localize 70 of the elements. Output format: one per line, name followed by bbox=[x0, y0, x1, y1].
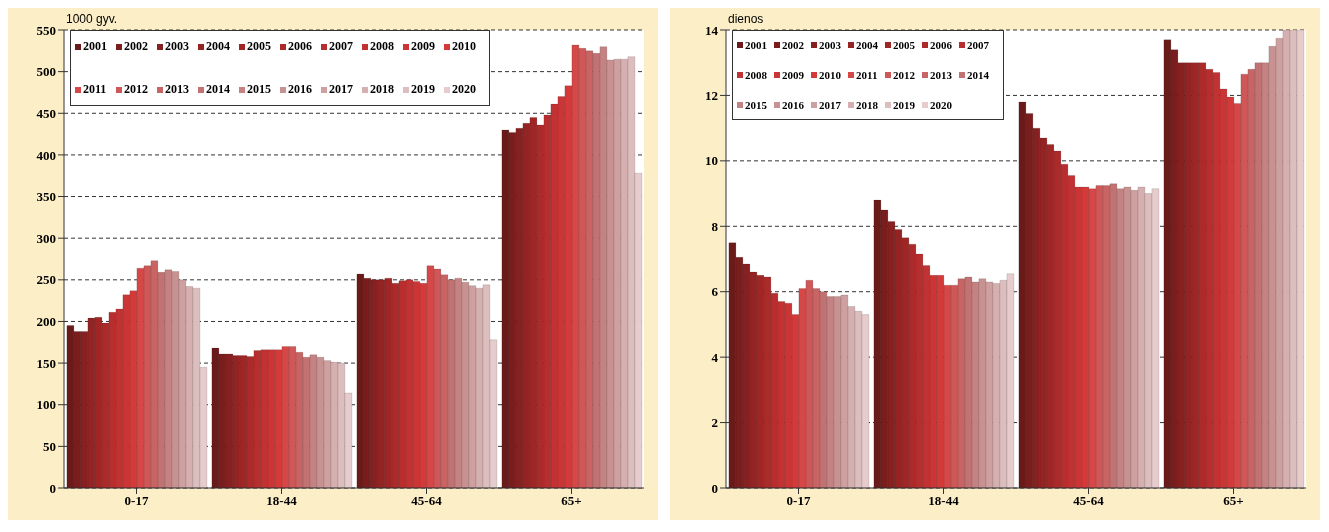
legend-label: 2020 bbox=[452, 82, 476, 97]
legend-label: 2008 bbox=[370, 39, 394, 54]
y-tick-label: 12 bbox=[705, 88, 718, 104]
legend-label: 2002 bbox=[124, 39, 148, 54]
legend-label: 2013 bbox=[930, 69, 952, 81]
x-tick-label: 18-44 bbox=[266, 493, 298, 509]
legend-label: 2003 bbox=[165, 39, 189, 54]
legend-label: 2011 bbox=[856, 69, 878, 81]
y-tick-label: 10 bbox=[705, 153, 718, 169]
x-tick-label: 0-17 bbox=[786, 493, 811, 509]
legend-label: 2011 bbox=[83, 82, 107, 97]
y-tick-label: 350 bbox=[36, 189, 56, 205]
legend-label: 2012 bbox=[124, 82, 148, 97]
x-tick-label: 65+ bbox=[1223, 493, 1244, 509]
legend-label: 2006 bbox=[288, 39, 312, 54]
legend-label: 2017 bbox=[819, 99, 841, 111]
legend-label: 2015 bbox=[247, 82, 271, 97]
legend-label: 2010 bbox=[452, 39, 476, 54]
legend-label: 2012 bbox=[893, 69, 915, 81]
y-axis-title: dienos bbox=[728, 12, 764, 26]
y-tick-label: 550 bbox=[36, 22, 56, 38]
y-tick-label: 14 bbox=[705, 22, 719, 38]
y-tick-label: 2 bbox=[711, 415, 718, 431]
y-tick-label: 8 bbox=[711, 218, 719, 234]
legend-label: 2004 bbox=[206, 39, 230, 54]
legend-label: 2010 bbox=[819, 69, 841, 81]
legend-label: 2002 bbox=[782, 39, 804, 51]
x-tick-label: 18-44 bbox=[928, 493, 960, 509]
y-tick-label: 450 bbox=[36, 105, 56, 121]
x-tick-label: 0-17 bbox=[124, 493, 149, 509]
y-tick-label: 200 bbox=[36, 314, 56, 330]
legend-label: 2007 bbox=[329, 39, 353, 54]
y-axis-title: 1000 gyv. bbox=[66, 12, 118, 26]
x-tick-label: 65+ bbox=[561, 493, 582, 509]
y-tick-label: 6 bbox=[711, 284, 719, 300]
legend-label: 2014 bbox=[206, 82, 230, 97]
legend-label: 2014 bbox=[967, 69, 989, 81]
legend-label: 2016 bbox=[782, 99, 804, 111]
y-tick-label: 0 bbox=[49, 480, 56, 496]
legend-label: 2018 bbox=[856, 99, 878, 111]
legend-label: 2016 bbox=[288, 82, 312, 97]
legend-label: 2020 bbox=[930, 99, 952, 111]
legend-label: 2019 bbox=[893, 99, 915, 111]
legend-label: 2013 bbox=[165, 82, 189, 97]
legend-label: 2006 bbox=[930, 39, 952, 51]
legend-label: 2019 bbox=[411, 82, 435, 97]
y-tick-label: 4 bbox=[711, 349, 719, 365]
legend-label: 2001 bbox=[745, 39, 767, 51]
y-tick-label: 50 bbox=[43, 438, 56, 454]
legend-label: 2009 bbox=[782, 69, 804, 81]
legend-label: 2007 bbox=[967, 39, 989, 51]
legend-label: 2008 bbox=[745, 69, 767, 81]
legend-label: 2004 bbox=[856, 39, 878, 51]
legend-label: 2009 bbox=[411, 39, 435, 54]
y-tick-label: 100 bbox=[36, 397, 56, 413]
legend-label: 2017 bbox=[329, 82, 353, 97]
y-tick-label: 500 bbox=[36, 64, 56, 80]
x-tick-label: 45-64 bbox=[411, 493, 443, 509]
x-tick-label: 45-64 bbox=[1073, 493, 1105, 509]
legend-label: 2005 bbox=[893, 39, 915, 51]
legend-label: 2005 bbox=[247, 39, 271, 54]
legend-label: 2003 bbox=[819, 39, 841, 51]
legend-label: 2001 bbox=[83, 39, 107, 54]
y-tick-label: 400 bbox=[36, 147, 56, 163]
y-tick-label: 250 bbox=[36, 272, 56, 288]
y-tick-label: 300 bbox=[36, 230, 56, 246]
y-tick-label: 150 bbox=[36, 355, 56, 371]
legend-label: 2015 bbox=[745, 99, 767, 111]
legend-label: 2018 bbox=[370, 82, 394, 97]
y-tick-label: 0 bbox=[711, 480, 718, 496]
